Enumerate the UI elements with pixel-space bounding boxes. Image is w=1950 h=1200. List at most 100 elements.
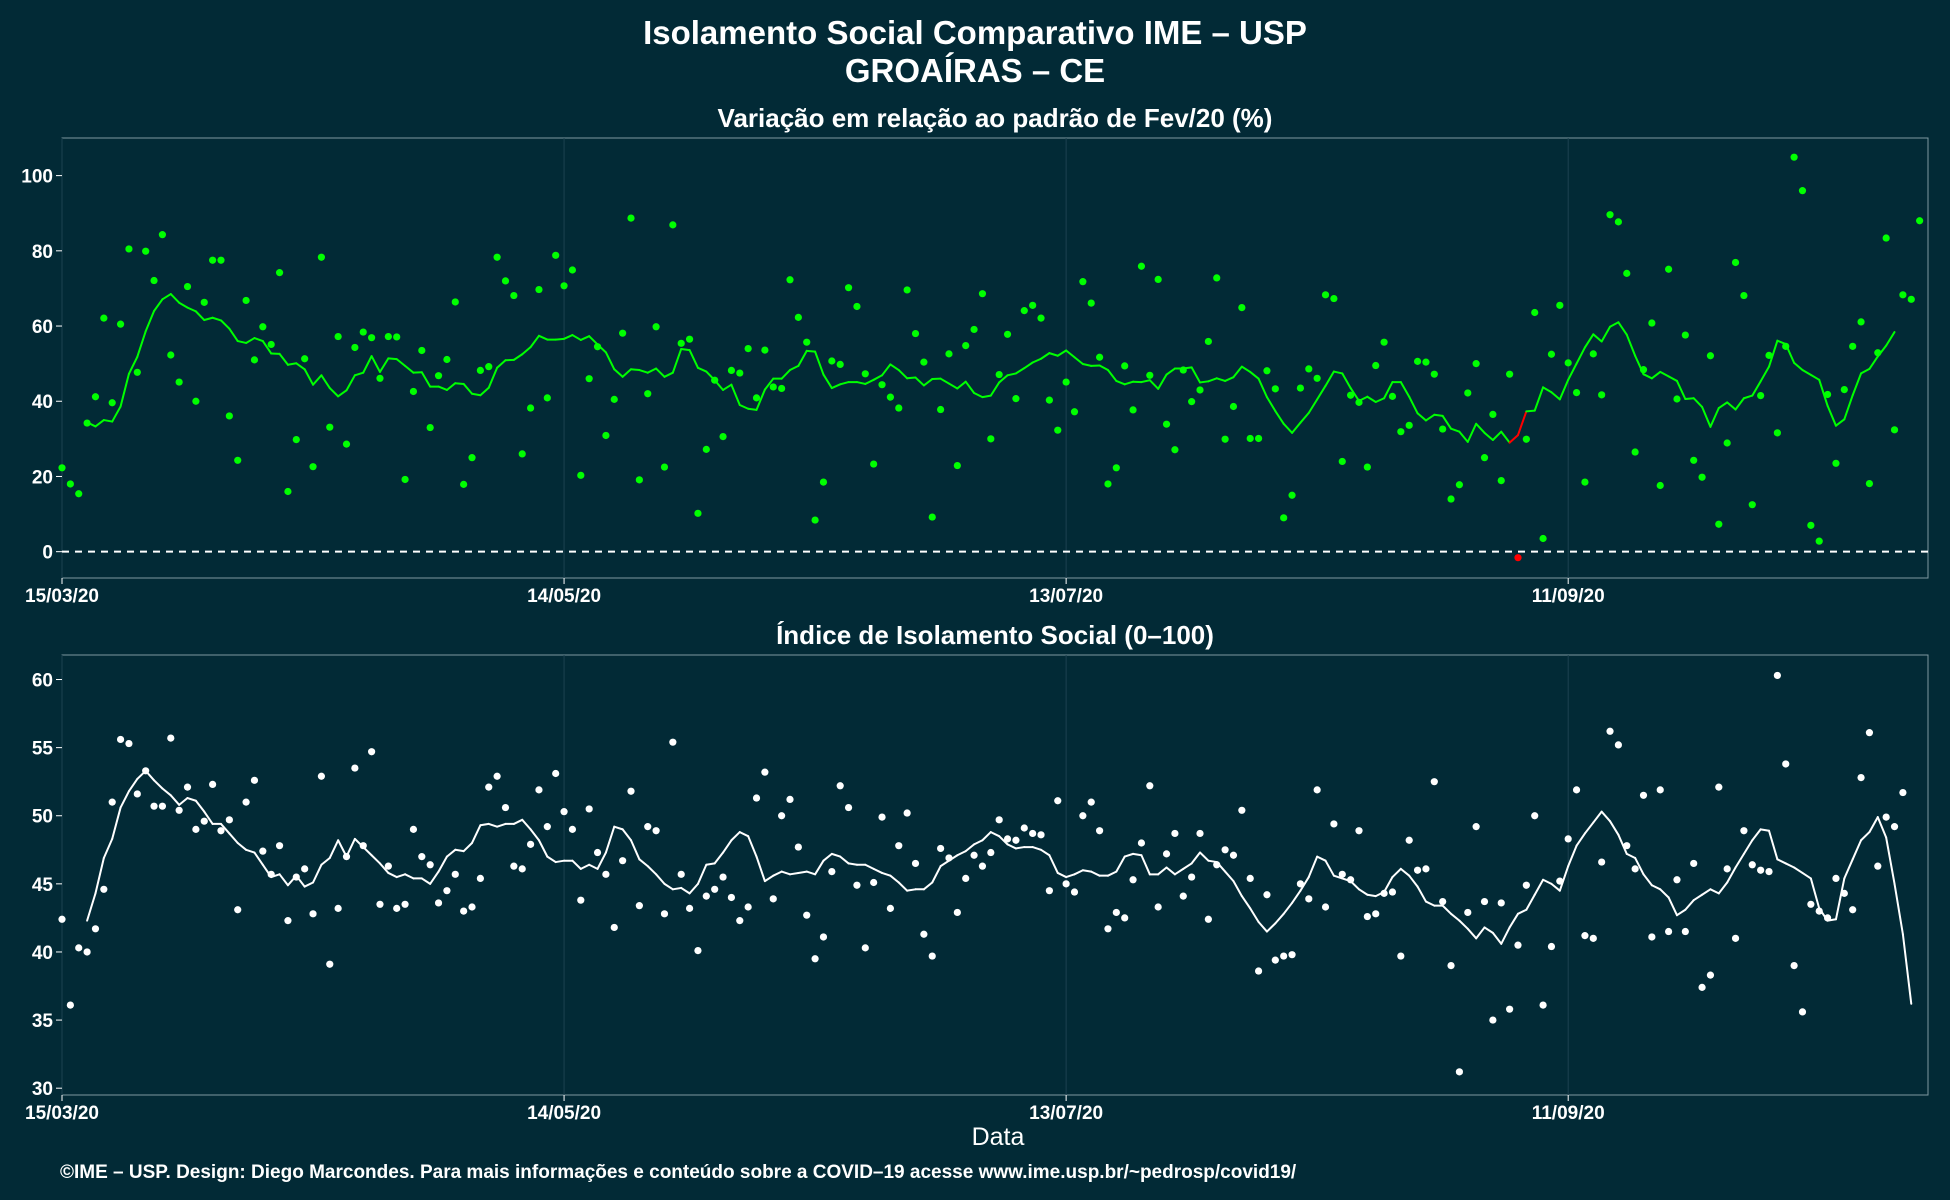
data-point: [844, 284, 853, 292]
moving-average-segment: [496, 822, 507, 828]
moving-average-segment: [1433, 413, 1444, 417]
data-point: [259, 323, 267, 331]
moving-average-segment: [1157, 866, 1168, 876]
moving-average-segment: [370, 355, 381, 373]
data-point: [1104, 480, 1112, 488]
moving-average-segment: [646, 367, 658, 374]
moving-average-segment: [471, 392, 482, 397]
data-point: [945, 854, 953, 862]
moving-average-segment: [1851, 372, 1863, 397]
moving-average-segment: [153, 779, 164, 790]
moving-average-segment: [881, 363, 892, 377]
moving-average-segment: [387, 357, 398, 361]
moving-average-segment: [1851, 839, 1863, 861]
data-point: [83, 948, 91, 956]
data-point: [794, 313, 802, 321]
moving-average-segment: [1600, 810, 1612, 823]
data-point: [317, 253, 325, 261]
data-point: [1631, 448, 1639, 456]
data-point: [342, 440, 351, 448]
data-point: [443, 355, 451, 364]
moving-average-segment: [1316, 384, 1327, 401]
data-point: [870, 878, 878, 887]
moving-average-segment: [998, 835, 1009, 846]
moving-average-segment: [1466, 927, 1478, 940]
x-tick-label: 13/07/20: [1029, 1103, 1103, 1124]
moving-average-segment: [814, 859, 825, 876]
data-point: [91, 925, 100, 933]
moving-average-segment: [763, 874, 775, 883]
moving-average-segment: [1742, 839, 1754, 855]
data-point: [836, 360, 844, 368]
data-point: [1129, 876, 1137, 884]
data-point: [1665, 265, 1673, 273]
moving-average-segment: [127, 777, 139, 793]
moving-average-segment: [1157, 373, 1168, 390]
data-point: [1606, 727, 1614, 735]
moving-average-segment: [989, 831, 1001, 838]
data-point: [711, 885, 719, 893]
data-point: [711, 376, 719, 384]
data-point: [1405, 421, 1413, 429]
moving-average-segment: [1232, 880, 1243, 898]
data-point: [543, 394, 551, 402]
moving-average-segment: [529, 828, 540, 842]
data-point: [1849, 342, 1857, 350]
data-point: [1899, 291, 1907, 299]
data-point: [1623, 269, 1631, 277]
data-point: [200, 817, 208, 825]
moving-average-segment: [579, 335, 591, 341]
data-point: [1221, 846, 1229, 854]
moving-average-segment: [1383, 381, 1394, 400]
data-point: [460, 907, 468, 915]
moving-average-segment: [1115, 855, 1126, 873]
data-point: [878, 813, 886, 821]
data-point: [1706, 352, 1715, 360]
moving-average-segment: [1240, 895, 1252, 910]
data-point: [485, 783, 493, 791]
data-point: [1246, 874, 1254, 883]
data-point: [1874, 862, 1882, 870]
moving-average-segment: [345, 374, 356, 392]
data-point: [1087, 299, 1095, 307]
data-point: [1823, 390, 1832, 399]
data-point: [1238, 806, 1246, 814]
y-tick-label: 100: [21, 167, 53, 188]
data-point: [1313, 786, 1321, 794]
data-point: [58, 464, 66, 472]
data-point: [619, 329, 627, 337]
data-point: [1681, 331, 1689, 339]
data-point: [928, 513, 936, 521]
moving-average-segment: [320, 374, 331, 390]
data-point: [878, 381, 886, 389]
data-point: [501, 803, 510, 812]
data-point: [610, 923, 618, 932]
moving-average-segment: [1709, 407, 1720, 428]
data-point: [987, 848, 995, 857]
moving-average-segment: [763, 377, 775, 391]
data-point: [1355, 827, 1363, 835]
moving-average-segment: [588, 863, 599, 870]
data-point: [1171, 829, 1179, 838]
moving-average-segment: [1876, 816, 1888, 839]
moving-average-segment: [939, 859, 950, 868]
moving-average-segment: [1600, 325, 1612, 343]
data-point: [1347, 876, 1355, 884]
data-point: [309, 463, 317, 471]
moving-average-segment: [1575, 832, 1586, 847]
data-point: [677, 339, 685, 347]
moving-average-segment: [1408, 395, 1419, 415]
moving-average-segment: [1575, 346, 1586, 365]
y-tick-label: 55: [32, 739, 54, 760]
moving-average-segment: [1550, 391, 1561, 401]
moving-average-segment: [1090, 870, 1101, 877]
moving-average-segment: [1073, 869, 1084, 876]
data-point: [1464, 389, 1472, 397]
moving-average-segment: [939, 377, 950, 385]
moving-average-segment: [1081, 869, 1093, 873]
data-point: [125, 245, 133, 253]
data-point: [970, 325, 978, 334]
moving-average-segment: [621, 828, 633, 842]
moving-average-segment: [1031, 846, 1043, 851]
data-point: [1321, 291, 1330, 299]
